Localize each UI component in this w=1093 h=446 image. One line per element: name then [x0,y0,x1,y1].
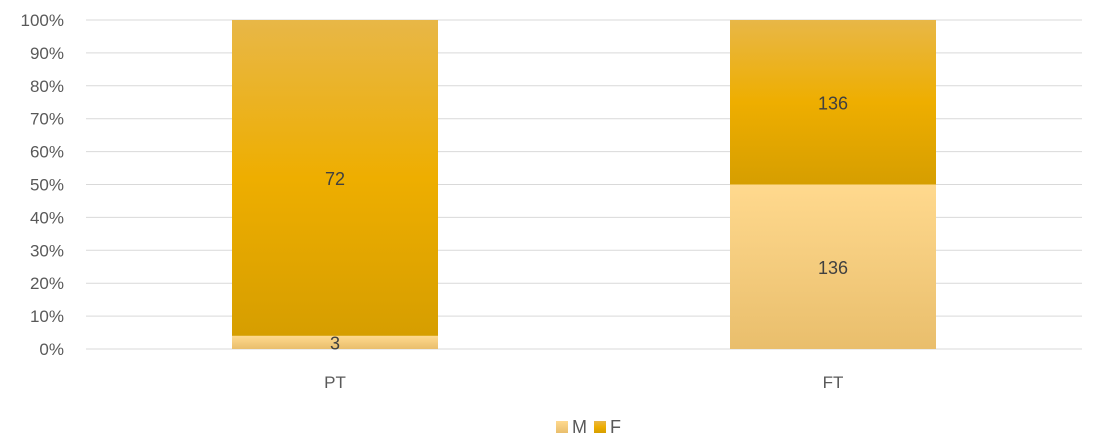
y-tick-label: 70% [30,110,64,129]
y-tick-label: 0% [39,340,64,359]
data-label: 72 [325,169,345,189]
bar-M-FT [730,184,936,349]
y-tick-label: 50% [30,176,64,195]
legend-swatch-F [594,421,606,433]
bar-F-FT [730,20,936,185]
data-label: 136 [818,93,848,113]
data-label: 136 [818,258,848,278]
bars [232,20,936,349]
y-axis: 0% 10% 20% 30% 40% 50% 60% 70% 80% 90% 100% [21,11,64,359]
x-tick-label: PT [324,373,346,392]
x-axis: PT FT [324,373,843,392]
bar-F-PT [232,20,438,336]
y-tick-label: 40% [30,208,64,227]
data-labels: 3 72 136 136 [325,93,848,353]
data-label: 3 [330,333,340,353]
bar-M-PT [232,335,438,349]
x-tick-label: FT [823,373,844,392]
legend-swatch-M [556,421,568,433]
legend-label-F: F [610,417,621,437]
y-tick-label: 30% [30,241,64,260]
y-tick-label: 90% [30,44,64,63]
legend-label-M: M [572,417,587,437]
y-tick-label: 80% [30,77,64,96]
y-tick-label: 10% [30,307,64,326]
y-tick-label: 60% [30,143,64,162]
y-tick-label: 20% [30,274,64,293]
y-tick-label: 100% [21,11,64,30]
